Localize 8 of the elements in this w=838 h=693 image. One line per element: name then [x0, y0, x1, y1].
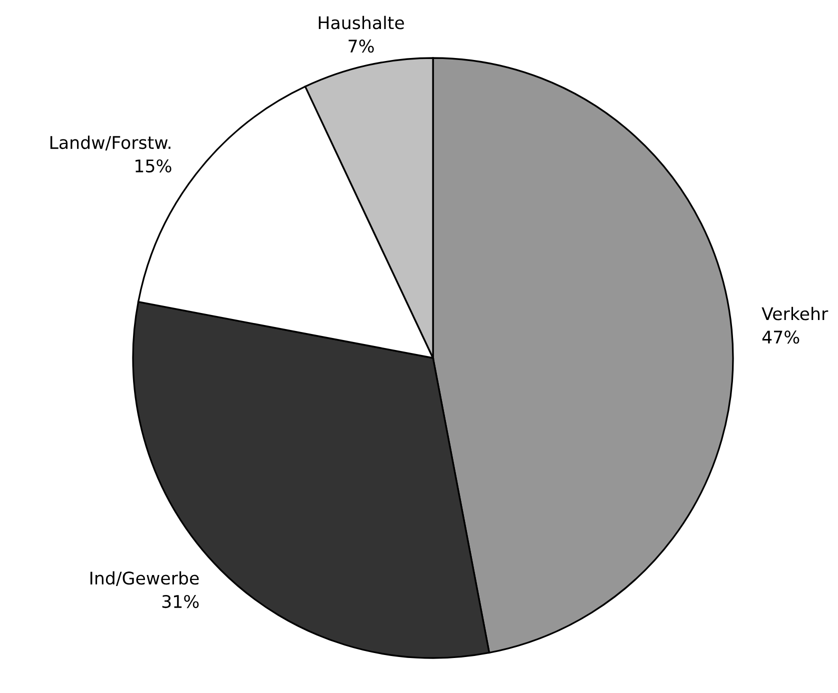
slice-label: Verkehr [762, 306, 828, 320]
slice-label: Haushalte [318, 16, 404, 30]
slice-label: Landw/Forstw. [50, 136, 170, 150]
data-label: 47% [762, 330, 800, 344]
slice-label: Ind/Gewerbe [90, 571, 199, 586]
data-label: 15% [136, 159, 172, 172]
data-label: 31% [162, 594, 199, 608]
data-label: 7% [348, 40, 374, 53]
